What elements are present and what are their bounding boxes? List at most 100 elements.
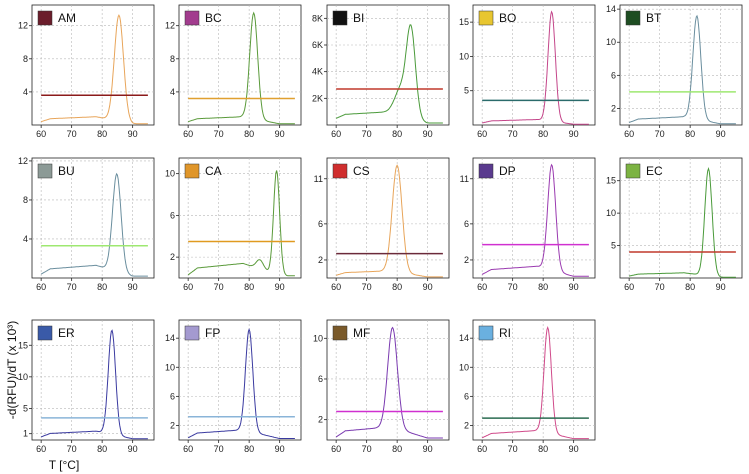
y-tick-label: 10 (165, 169, 175, 179)
y-tick-label: 6 (318, 219, 323, 229)
y-tick-label: 2 (170, 252, 175, 262)
x-tick-label: 60 (36, 444, 46, 454)
legend-label: BO (499, 11, 516, 25)
chart-panel-am: 60 70 80 90 4 8 12 AM (18, 4, 155, 139)
y-tick-label: 8 (23, 195, 28, 205)
x-tick-label: 90 (275, 129, 285, 139)
y-tick-label: 14 (606, 4, 616, 14)
x-tick-label: 60 (331, 282, 341, 292)
legend-swatch (184, 163, 200, 179)
melt-curve-series (40, 172, 148, 277)
y-tick-label: 6 (318, 374, 323, 384)
chart-panel-bo: 60 70 80 90 5 10 15 BO (459, 4, 596, 139)
y-tick-label: 8K (312, 13, 323, 23)
x-tick-label: 60 (183, 282, 193, 292)
legend-swatch (478, 325, 494, 341)
x-tick-label: 80 (97, 129, 107, 139)
plot-frame (178, 319, 302, 441)
y-tick-label: 14 (165, 333, 175, 343)
x-tick-label: 60 (36, 129, 46, 139)
x-tick-label: 90 (423, 282, 433, 292)
chart-panel-ec: 60 70 80 90 5 10 15 EC (606, 157, 743, 292)
melt-curve-series (187, 327, 295, 439)
legend-label: RI (499, 326, 511, 340)
figure-xlabel: T [°C] (49, 458, 80, 472)
y-tick-label: 10 (459, 51, 469, 61)
legend-label: BC (205, 11, 222, 25)
x-tick-label: 70 (508, 444, 518, 454)
x-tick-label: 80 (97, 444, 107, 454)
legend-swatch (184, 325, 200, 341)
chart-panel-dp: 60 70 80 90 2 6 11 DP (460, 157, 596, 292)
x-tick-label: 90 (128, 129, 138, 139)
y-tick-label: 6 (464, 391, 469, 401)
y-tick-label: 5 (611, 241, 616, 251)
plot-frame (326, 157, 450, 279)
y-tick-label: 4 (23, 87, 28, 97)
x-tick-label: 90 (569, 129, 579, 139)
x-tick-label: 80 (685, 282, 695, 292)
x-tick-label: 80 (97, 282, 107, 292)
x-tick-label: 60 (331, 129, 341, 139)
melt-curve-series (188, 11, 295, 125)
x-tick-label: 70 (214, 129, 224, 139)
x-tick-label: 70 (362, 129, 372, 139)
x-tick-label: 80 (392, 444, 402, 454)
x-tick-label: 70 (214, 444, 224, 454)
x-tick-label: 70 (362, 444, 372, 454)
y-tick-label: 12 (18, 21, 28, 31)
x-tick-label: 80 (538, 282, 548, 292)
x-tick-label: 90 (569, 444, 579, 454)
x-tick-label: 60 (183, 444, 193, 454)
x-tick-label: 90 (716, 282, 726, 292)
melt-curve-series (187, 170, 295, 277)
legend-swatch (332, 163, 348, 179)
x-tick-label: 80 (244, 282, 254, 292)
chart-panel-bt: 60 70 80 90 2 6 10 14 BT (606, 4, 743, 139)
y-tick-label: 8 (170, 54, 175, 64)
plot-frame (31, 319, 155, 441)
y-tick-label: 11 (314, 174, 323, 184)
plot-frame (178, 4, 302, 126)
plot-frame (472, 157, 596, 279)
plot-frame (326, 319, 450, 441)
x-tick-label: 80 (538, 129, 548, 139)
y-tick-label: 1 (23, 429, 28, 439)
chart-panel-ri: 60 70 80 90 2 6 10 14 RI (459, 319, 596, 454)
y-tick-label: 6 (464, 219, 469, 229)
y-tick-label: 15 (18, 340, 28, 350)
x-tick-label: 80 (685, 129, 695, 139)
y-tick-label: 15 (459, 17, 469, 27)
x-tick-label: 60 (477, 129, 487, 139)
y-tick-label: 14 (459, 333, 469, 343)
legend-label: BI (353, 11, 364, 25)
legend-swatch (37, 325, 53, 341)
chart-panel-fp: 60 70 80 90 2 6 10 14 FP (165, 319, 302, 454)
legend-swatch (625, 10, 641, 26)
y-tick-label: 12 (165, 21, 175, 31)
x-tick-label: 60 (624, 282, 634, 292)
x-tick-label: 60 (36, 282, 46, 292)
plot-frame (472, 319, 596, 441)
legend-swatch (184, 10, 200, 26)
chart-panel-cs: 60 70 80 90 2 6 11 CS (314, 157, 450, 292)
y-tick-label: 4 (23, 234, 28, 244)
x-tick-label: 90 (128, 444, 138, 454)
legend-swatch (478, 163, 494, 179)
y-tick-label: 10 (606, 37, 616, 47)
y-tick-label: 2K (312, 93, 323, 103)
melt-curve-series (628, 167, 736, 278)
y-tick-label: 10 (606, 208, 616, 218)
plot-frame (472, 4, 596, 126)
figure-ylabel: -d(RFU)/dT (x 10³) (5, 321, 19, 419)
y-tick-label: 10 (459, 362, 469, 372)
x-tick-label: 80 (244, 129, 254, 139)
x-tick-label: 90 (128, 282, 138, 292)
y-tick-label: 4K (312, 67, 323, 77)
legend-swatch (37, 163, 53, 179)
y-tick-label: 6 (170, 391, 175, 401)
x-tick-label: 70 (508, 282, 518, 292)
x-tick-label: 80 (244, 444, 254, 454)
